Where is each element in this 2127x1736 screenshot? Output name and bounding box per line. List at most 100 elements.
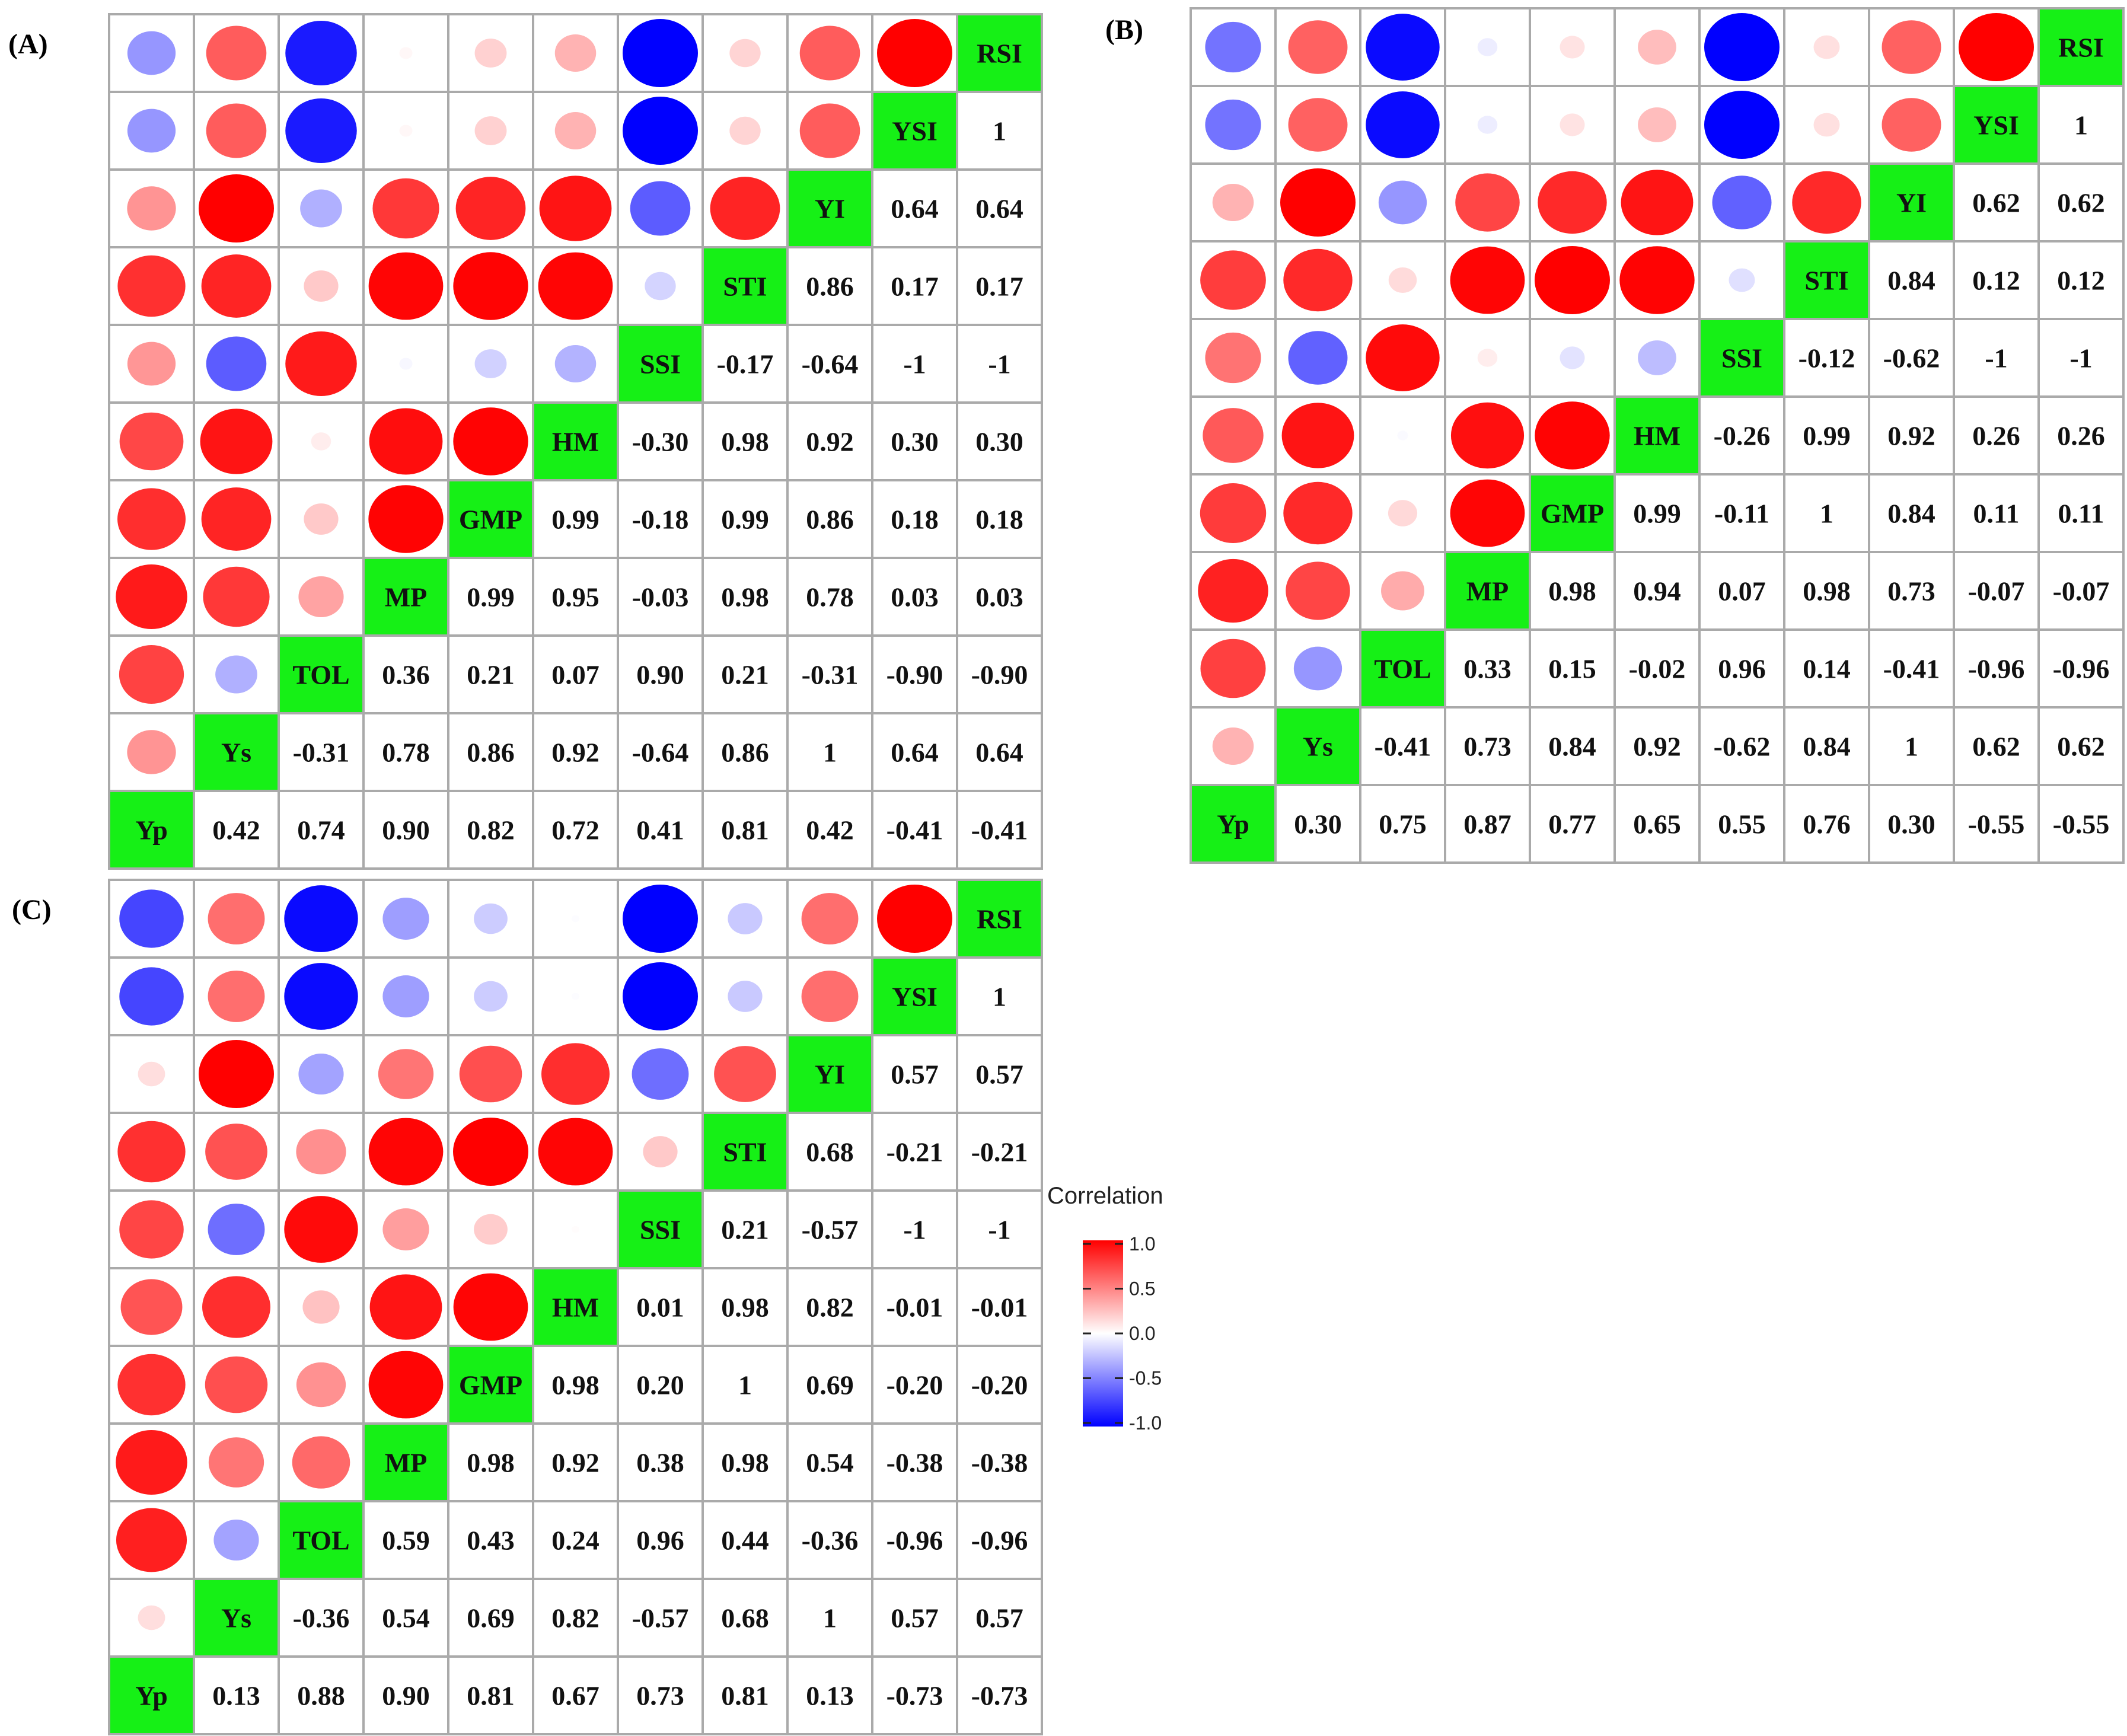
correlation-circle [554,34,597,72]
correlation-value: 0.78 [806,582,854,612]
diagonal-cell [1953,85,2040,165]
correlation-circle [714,1046,776,1102]
diagonal-cell [362,557,449,637]
matrix-cell [871,1189,958,1269]
correlation-value: 0.96 [636,1526,684,1556]
correlation-circle [399,358,413,370]
correlation-circle [1366,14,1440,81]
correlation-value: 0.92 [551,1448,599,1478]
matrix-cell [871,1112,958,1192]
correlation-circle [877,885,952,953]
variable-label: RSI [977,904,1022,934]
correlation-value: 0.98 [721,427,769,457]
matrix-cell [956,401,1043,481]
correlation-circle [474,116,507,145]
correlation-legend: Correlation 1.0 0.5 0.0 -0.5 -1.0 [1047,1183,1163,1434]
correlation-value: -1 [988,1215,1010,1245]
correlation-value: 0.73 [1463,732,1511,762]
diagonal-cell [871,956,958,1036]
correlation-value: -0.55 [2053,809,2110,840]
variable-label: Ys [221,738,251,768]
correlation-circle [199,1040,274,1108]
correlation-circle [1560,346,1585,369]
correlation-value: 0.90 [382,815,430,845]
matrix-cell [617,1345,704,1425]
correlation-value: 0.30 [891,427,939,457]
correlation-circle [453,252,528,320]
matrix-cell [956,790,1043,870]
correlation-circle [298,576,344,617]
correlation-value: 0.76 [1803,809,1851,840]
correlation-value: 0.57 [891,1060,939,1090]
diagonal-cell [1359,628,1446,709]
correlation-value: -0.41 [971,815,1028,845]
correlation-circle [1205,99,1261,151]
matrix-cell [532,1345,619,1425]
correlation-circle [1281,403,1354,468]
correlation-circle [1203,408,1264,463]
correlation-value: 1 [823,738,837,768]
correlation-circle [799,25,860,81]
panel-label: (C) [12,894,52,926]
variable-label: MP [385,1448,428,1478]
matrix-cell [278,1578,365,1658]
correlation-circle [215,655,257,694]
correlation-value: 0.21 [467,660,515,690]
matrix-cell [871,324,958,404]
correlation-circle [117,1121,186,1183]
correlation-circle [304,503,339,535]
correlation-circle [368,1351,444,1419]
correlation-value: 0.99 [1803,421,1851,451]
matrix-cell [193,790,280,870]
correlation-value: -0.03 [632,582,689,612]
matrix-cell [532,479,619,559]
matrix-cell [1359,784,1446,864]
correlation-circle [1560,113,1585,136]
correlation-value: 0.92 [806,427,854,457]
correlation-value: 1 [993,116,1006,146]
panel-label: (A) [8,28,48,60]
correlation-circle [630,181,691,236]
correlation-circle [368,252,444,320]
correlation-circle [199,174,274,242]
correlation-circle [1729,268,1755,292]
correlation-value: 0.55 [1718,809,1766,840]
matrix-cell [532,1578,619,1658]
correlation-value: -0.02 [1629,654,1686,684]
matrix-cell [871,634,958,714]
correlation-circle [1813,35,1840,59]
correlation-circle [474,39,507,68]
correlation-value: 0.03 [891,582,939,612]
correlation-value: -0.12 [1798,343,1855,374]
correlation-value: -0.38 [886,1448,943,1478]
matrix-cell [1868,706,1955,786]
matrix-cell [1783,784,1870,864]
correlation-circle [554,345,597,382]
correlation-value: 0.81 [467,1681,515,1711]
correlation-circle [1560,36,1585,59]
matrix-cell [1868,628,1955,709]
matrix-cell [956,1578,1043,1658]
matrix-cell [2037,162,2125,242]
matrix-cell [1783,473,1870,553]
matrix-cell [871,790,958,870]
correlation-circle [1366,324,1440,391]
matrix-cell [447,1655,534,1735]
variable-label: Yp [1217,809,1249,840]
correlation-circle [208,893,265,944]
correlation-circle [368,1118,444,1186]
correlation-value: 0.84 [1548,732,1596,762]
correlation-value: 0.84 [1887,499,1935,529]
correlation-circle [1535,401,1610,470]
matrix-cell [701,557,789,637]
panel-b: (B) RSI YSI 1 YI 0.62 0.62 STI 0.84 0.12 0.12 SSI -0… [1105,7,2125,864]
correlation-value: -0.31 [293,738,350,768]
matrix-cell [532,712,619,792]
diagonal-cell [956,13,1043,93]
matrix-cell [1868,784,1955,864]
correlation-circle [1813,113,1840,137]
correlation-value: 0.98 [467,1448,515,1478]
matrix-cell [786,634,873,714]
correlation-value: -0.41 [1883,654,1940,684]
